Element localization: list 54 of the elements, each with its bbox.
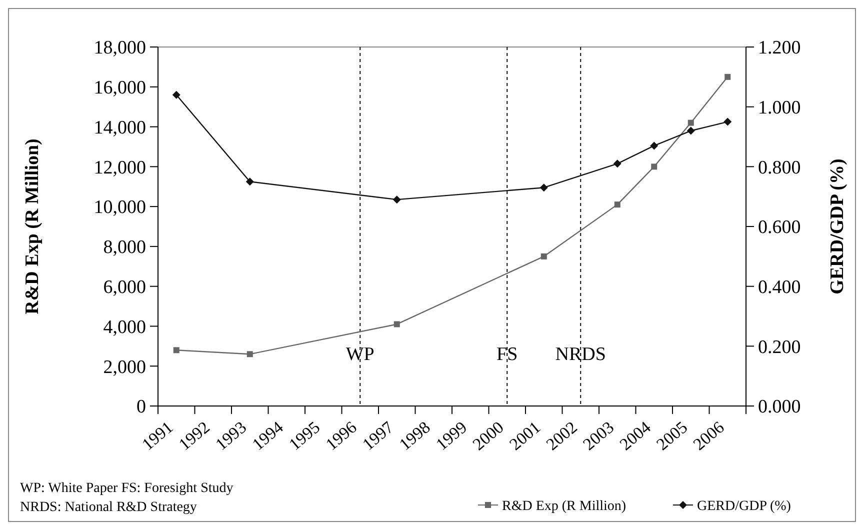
y2-tick-label: 1.000	[758, 97, 801, 118]
point	[540, 253, 547, 260]
y-tick-label: 12,000	[94, 157, 146, 178]
y-tick-label: 8,000	[103, 237, 146, 258]
y-tick-label: 0	[136, 396, 146, 418]
point	[688, 120, 694, 126]
x-tick-label: 2002	[542, 418, 581, 454]
legend-label: GERD/GDP (%)	[697, 498, 792, 514]
y-axis-title: R&D Exp (R Million)	[22, 138, 43, 314]
y2-axis-title: GERD/GDP (%)	[827, 158, 848, 294]
y-tick-label: 14,000	[94, 117, 146, 138]
point	[172, 90, 180, 99]
point	[724, 74, 731, 80]
text: NRDS: National R&D Strategy	[20, 500, 197, 515]
y-tick-label: 10,000	[94, 197, 146, 218]
y2-tick-label: 0.200	[758, 336, 801, 358]
x-tick-label: 1993	[212, 418, 250, 454]
y-tick-label: 4,000	[103, 316, 146, 338]
x-tick-label: 1992	[175, 418, 214, 454]
ref-line-label: FS	[496, 344, 518, 365]
point	[246, 178, 254, 186]
point	[540, 184, 548, 192]
point	[650, 142, 658, 150]
y2-tick-label: 1.200	[758, 38, 801, 59]
point	[724, 118, 732, 126]
y2-tick-label: 0.400	[758, 276, 801, 298]
point	[651, 164, 658, 170]
x-tick-label: 2000	[469, 418, 508, 454]
ref-line-label: NRDS	[555, 344, 606, 365]
point	[246, 351, 253, 358]
point	[394, 321, 400, 328]
x-tick-label: 1996	[322, 418, 360, 454]
x-tick-label: 1994	[248, 417, 288, 454]
y-tick-label: 6,000	[103, 276, 146, 298]
ref-line-label: WP	[346, 344, 374, 365]
point	[613, 160, 622, 168]
point	[392, 196, 401, 204]
y2-tick-label: 0.600	[758, 217, 801, 238]
y-tick-label: 16,000	[94, 78, 146, 99]
point	[614, 202, 620, 208]
x-tick-label: 1991	[138, 418, 177, 454]
y2-tick-label: 0.800	[758, 157, 801, 178]
x-tick-label: 1995	[285, 418, 324, 454]
point	[173, 347, 180, 354]
y-tick-label: 18,000	[94, 38, 146, 59]
x-tick-label: 2003	[579, 418, 618, 454]
y2-tick-label: 0.000	[758, 396, 801, 418]
y-tick-label: 2,000	[103, 356, 146, 378]
point	[686, 126, 695, 135]
x-tick-label: 1998	[396, 418, 434, 454]
text: WP: White Paper FS: Foresight Study	[20, 481, 234, 496]
x-tick-label: 1999	[432, 418, 471, 454]
x-tick-label: 2001	[506, 418, 544, 454]
legend-label: R&D Exp (R Million)	[502, 498, 626, 514]
